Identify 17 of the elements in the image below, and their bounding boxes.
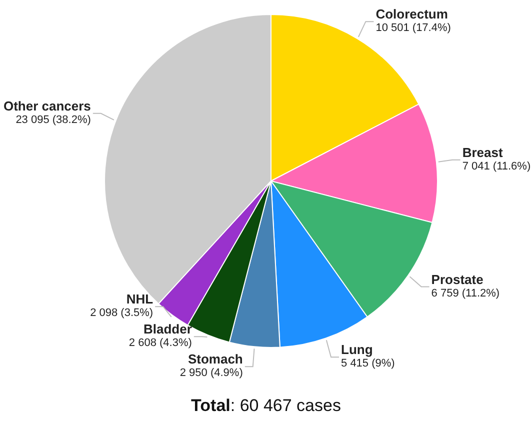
slice-label: Breast: [462, 144, 504, 160]
data-label: 6 759 (11.2%): [431, 287, 500, 300]
data-label: 2 608 (4.3%): [128, 337, 192, 350]
slice-label: Prostate: [431, 272, 484, 287]
data-label: 10 501 (17.4%): [376, 22, 451, 34]
data-label: 5 415 (9%): [341, 358, 395, 370]
data-label: 23 095 (38.2%): [16, 114, 91, 126]
slice-label: Stomach: [188, 352, 243, 367]
slice-label: Other cancers: [3, 98, 91, 114]
slice-label: NHL: [126, 292, 154, 307]
text: Total: 60 467 cases: [190, 396, 342, 416]
data-label: 2 098 (3.5%): [90, 307, 154, 320]
slice-label: Colorectum: [376, 6, 448, 22]
data-label: 2 950 (4.9%): [180, 367, 243, 380]
data-label: 7 041 (11.6%): [462, 160, 531, 172]
slice-label: Lung: [341, 342, 373, 358]
slice-label: Bladder: [144, 322, 192, 337]
